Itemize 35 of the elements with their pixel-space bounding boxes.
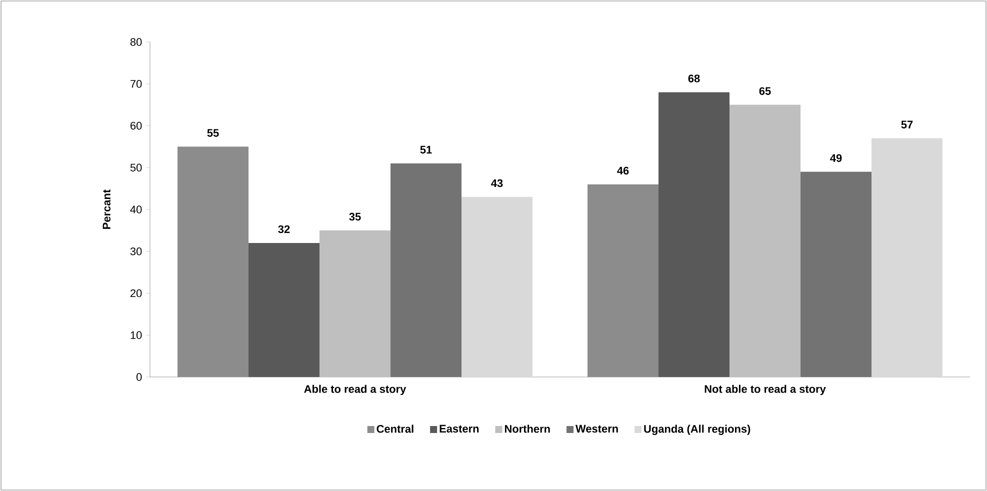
y-tick-label: 0 [136, 373, 142, 381]
data-label: 57 [901, 120, 913, 128]
legend-label: Eastern [440, 424, 479, 433]
y-tick-label: 40 [130, 206, 142, 214]
bar [390, 163, 462, 377]
bar [320, 230, 391, 377]
legend-label: Northern [504, 424, 550, 433]
bar [872, 138, 943, 377]
y-tick-label: 50 [130, 164, 142, 172]
data-label: 68 [688, 74, 700, 82]
legend-label: Western [576, 424, 618, 433]
data-label: 51 [420, 146, 432, 154]
x-tick-label: Not able to read a story [704, 384, 826, 396]
y-tick-label: 80 [130, 38, 142, 46]
y-tick-label: 60 [130, 122, 142, 130]
y-tick-label: 20 [130, 289, 142, 298]
bar [462, 196, 533, 377]
y-tick-label: 30 [130, 247, 142, 256]
legend-label: Uganda (All regions) [644, 424, 750, 435]
data-label: 49 [830, 154, 842, 162]
bar [800, 172, 872, 377]
bar [730, 104, 801, 377]
legend-label: Central [376, 424, 414, 433]
data-label: 32 [278, 225, 290, 234]
y-tick-label: 10 [130, 331, 142, 339]
data-label: 46 [617, 166, 629, 175]
y-axis-title: Percant [102, 190, 110, 229]
data-label: 35 [349, 212, 361, 221]
data-label: 65 [759, 87, 771, 95]
x-tick-label: Able to read a story [304, 384, 406, 396]
bar [248, 242, 320, 377]
data-label: 43 [491, 179, 503, 188]
bar [658, 92, 730, 377]
y-tick-label: 70 [130, 80, 142, 88]
data-label: 55 [207, 129, 219, 137]
